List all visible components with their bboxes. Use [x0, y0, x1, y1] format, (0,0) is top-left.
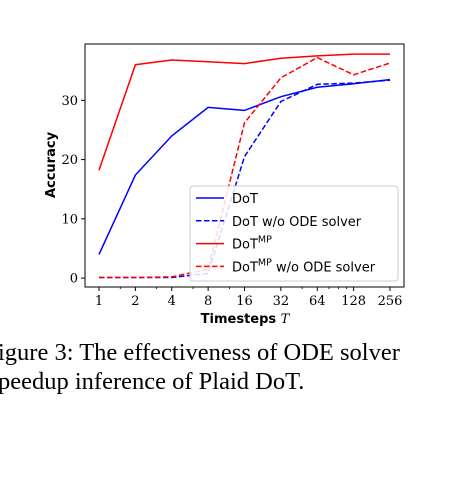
figure-caption: igure 3: The effectiveness of ODE solver…	[0, 338, 449, 396]
x-tick-label: 128	[341, 294, 366, 309]
series-line-4	[99, 56, 391, 279]
x-axis: 1 2 4 8 16 32 64 128 256	[95, 287, 403, 309]
x-tick-label: 4	[168, 294, 176, 309]
legend-box	[189, 185, 399, 282]
x-tick-label: 32	[273, 294, 290, 309]
caption-line-1: igure 3: The effectiveness of ODE solver	[0, 339, 400, 366]
y-axis: 0 10 20 30	[61, 94, 85, 287]
y-tick-label: 20	[61, 153, 78, 168]
legend-label-2: DoT w/o ODE solver	[232, 215, 362, 230]
series-line-1	[98, 78, 391, 255]
y-tick-label: 0	[70, 272, 78, 287]
series-line-3	[98, 53, 390, 171]
y-axis-label: Accuracy	[44, 131, 59, 198]
x-tick-label: 16	[236, 294, 253, 309]
y-tick-label: 30	[61, 94, 78, 109]
caption-line-2: peedup inference of Plaid DoT.	[0, 368, 305, 395]
x-tick-label: 64	[309, 294, 326, 309]
x-tick-label: 1	[95, 294, 103, 309]
x-tick-label: 2	[131, 294, 139, 309]
x-axis-label: Timesteps T	[201, 312, 291, 327]
chart: 1 2 4 8 16 32 64 128 256 0 10 20 30 DoT DoT w/o ODE …	[44, 43, 405, 327]
legend: DoT DoT w/o ODE solver DoTMP DoTMP w/o ODE …	[189, 185, 399, 282]
x-tick-label: 256	[378, 294, 403, 309]
x-axis-label-text: Timesteps	[201, 312, 277, 327]
legend-label-4: DoTMP w/o ODE solver	[232, 257, 376, 275]
y-tick-label: 10	[61, 212, 78, 227]
plot-lines	[98, 53, 391, 279]
legend-label-3: DoTMP	[232, 235, 272, 253]
x-axis-label-symbol: T	[281, 312, 291, 327]
legend-label-1: DoT	[232, 192, 258, 207]
x-tick-label: 8	[204, 294, 212, 309]
